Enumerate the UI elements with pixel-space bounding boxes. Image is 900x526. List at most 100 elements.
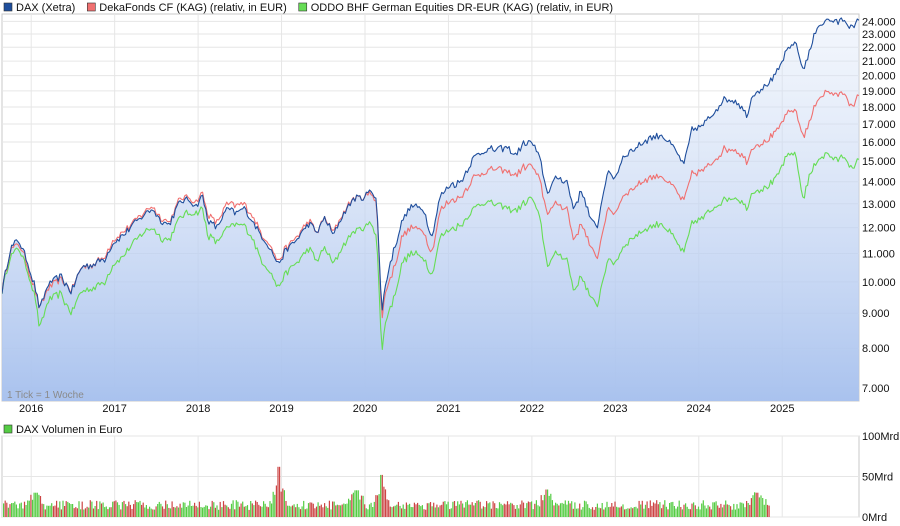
volume-bar xyxy=(460,500,462,517)
volume-bar xyxy=(450,508,452,517)
volume-bar xyxy=(324,503,326,517)
volume-bar xyxy=(210,506,212,517)
volume-legend: DAX Volumen in Euro xyxy=(3,424,122,436)
volume-bar xyxy=(646,501,648,517)
volume-bar xyxy=(677,506,679,517)
volume-bar xyxy=(381,474,383,517)
volume-bar xyxy=(171,501,173,517)
volume-bar xyxy=(657,504,659,517)
volume-bar xyxy=(725,500,727,517)
volume-bar xyxy=(83,509,85,517)
volume-bar xyxy=(470,504,472,517)
volume-bar xyxy=(145,505,147,517)
volume-bar xyxy=(556,503,558,517)
volume-bar xyxy=(529,502,531,517)
volume-bar xyxy=(256,502,258,517)
volume-bar xyxy=(539,506,541,517)
volume-bar xyxy=(352,492,354,517)
volume-bar xyxy=(487,503,489,517)
volume-bar xyxy=(206,505,208,517)
volume-bar xyxy=(354,490,356,517)
volume-bar xyxy=(194,502,196,517)
volume-bar xyxy=(436,504,438,517)
volume-bar xyxy=(370,502,372,517)
volume-bar xyxy=(582,507,584,517)
volume-bar xyxy=(555,502,557,517)
price-y-tick-label: 12.000 xyxy=(862,223,896,235)
volume-bar xyxy=(365,508,367,517)
price-y-tick-label: 21.000 xyxy=(862,56,896,68)
volume-bar xyxy=(336,504,338,517)
volume-bar xyxy=(694,505,696,517)
price-x-tick-label: 2017 xyxy=(102,403,126,415)
volume-bar xyxy=(426,503,428,517)
volume-bar xyxy=(386,499,388,517)
volume-bar xyxy=(54,505,56,517)
volume-bar xyxy=(136,502,138,517)
volume-bar xyxy=(153,509,156,517)
volume-bar xyxy=(351,494,353,517)
volume-bar xyxy=(412,507,414,517)
volume-bar xyxy=(99,501,101,517)
volume-y-tick-label: 100Mrd xyxy=(862,431,899,443)
volume-bar xyxy=(537,505,539,517)
volume-bar xyxy=(736,504,738,517)
volume-bar xyxy=(123,500,125,517)
volume-bar xyxy=(758,497,760,517)
volume-bar xyxy=(234,509,236,517)
volume-bar xyxy=(43,504,45,517)
volume-bar xyxy=(574,502,576,517)
volume-bar xyxy=(518,508,520,517)
volume-bar xyxy=(644,504,647,517)
volume-bar xyxy=(413,502,415,517)
volume-bar xyxy=(551,500,553,517)
volume-panel: 0Mrd 50Mrd 100Mrd DAX Volumen in Euro xyxy=(1,424,899,524)
price-x-tick-label: 2016 xyxy=(19,403,43,415)
volume-bar xyxy=(571,501,573,517)
volume-bar xyxy=(208,509,210,517)
price-x-tick-label: 2023 xyxy=(603,403,627,415)
volume-bar xyxy=(683,504,685,517)
legend-swatch xyxy=(86,2,96,12)
volume-bar xyxy=(91,501,93,517)
volume-bar xyxy=(96,500,98,517)
volume-bar xyxy=(726,504,728,517)
volume-bar xyxy=(330,509,332,517)
volume-bar xyxy=(184,502,186,517)
volume-bar xyxy=(497,508,499,517)
volume-bar xyxy=(492,501,494,517)
volume-bar xyxy=(325,506,327,517)
volume-bar xyxy=(102,502,104,517)
volume-bar xyxy=(747,503,749,517)
volume-bar xyxy=(356,490,358,517)
volume-bar xyxy=(344,504,346,517)
volume-bar xyxy=(630,507,632,517)
volume-bar xyxy=(112,501,114,517)
volume-bar xyxy=(478,500,480,517)
series-line-dax xyxy=(2,17,859,311)
volume-bar xyxy=(619,507,621,517)
volume-bar xyxy=(389,506,391,517)
volume-bar xyxy=(651,505,653,517)
volume-bar xyxy=(51,503,53,517)
volume-bar xyxy=(585,501,587,517)
volume-bar xyxy=(44,509,46,517)
volume-bar xyxy=(214,507,216,517)
volume-bar xyxy=(65,501,67,517)
volume-bar xyxy=(375,495,377,517)
volume-bar xyxy=(709,506,711,517)
volume-bar xyxy=(550,493,552,517)
volume-bar xyxy=(27,500,29,517)
volume-bar xyxy=(307,503,310,517)
volume-bar xyxy=(94,506,96,517)
volume-bar xyxy=(734,509,736,517)
volume-bar xyxy=(35,492,37,517)
volume-bar xyxy=(185,507,188,517)
volume-y-axis: 0Mrd 50Mrd 100Mrd xyxy=(862,431,899,524)
volume-bar xyxy=(47,505,50,517)
volume-bar xyxy=(376,495,379,517)
volume-bar xyxy=(713,502,716,517)
legend-item: DAX (Xetra) xyxy=(3,2,75,14)
volume-bar xyxy=(590,509,592,517)
volume-bar xyxy=(182,502,184,517)
